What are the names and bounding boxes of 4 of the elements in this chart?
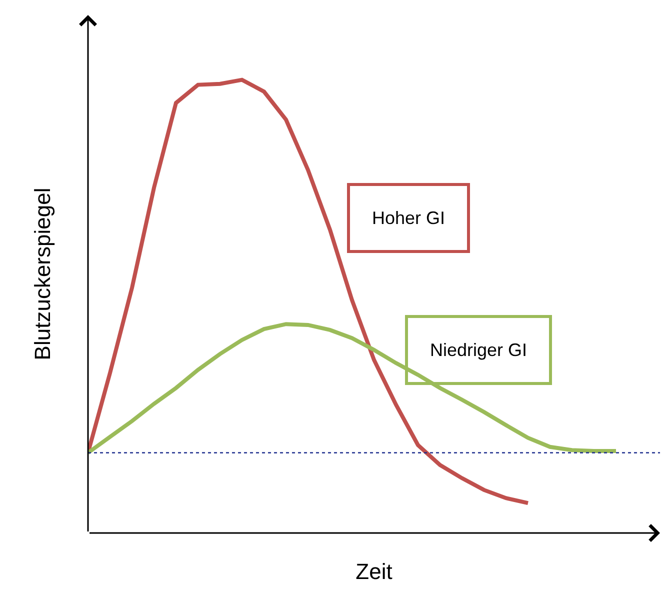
series-label: Niedriger GI [430, 340, 528, 360]
x-axis-title: Zeit [356, 558, 392, 584]
text: Hoher GI [372, 208, 446, 228]
y-axis-title: Blutzuckerspiegel [30, 188, 55, 360]
